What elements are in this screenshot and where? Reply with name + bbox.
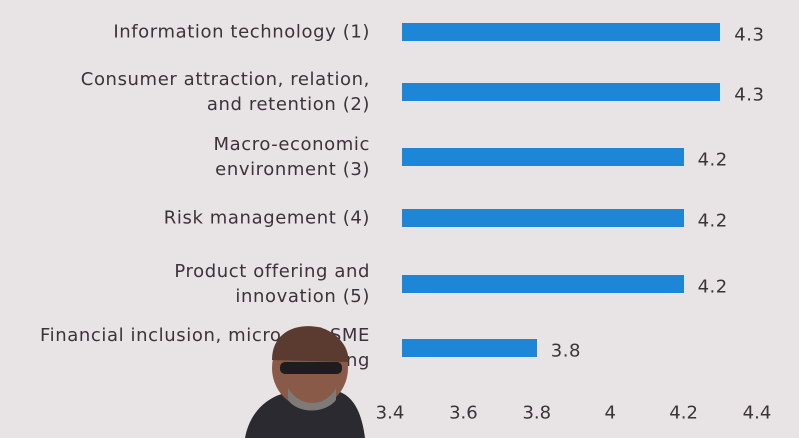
- page: {"chart_data": {"type": "barh", "categor…: [0, 0, 799, 438]
- presenter-photo: [0, 0, 799, 438]
